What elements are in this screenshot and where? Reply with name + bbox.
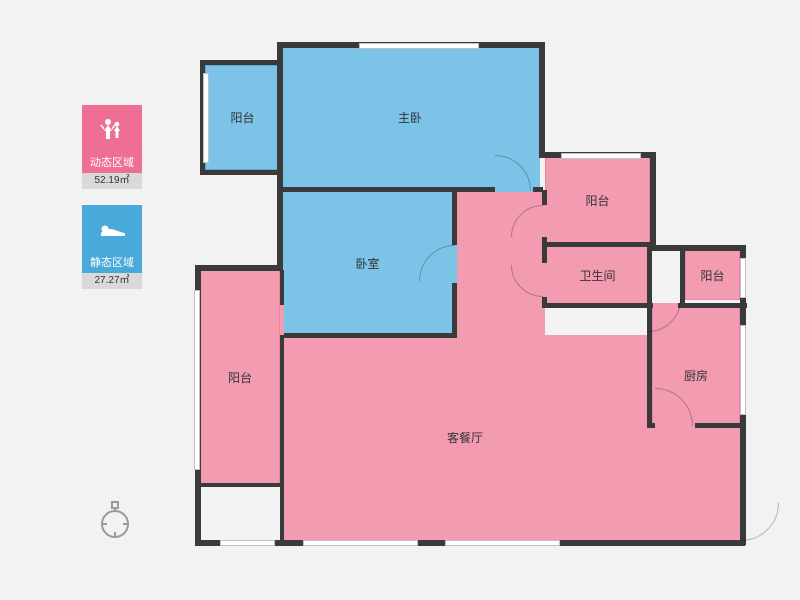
wall <box>650 245 745 251</box>
wall <box>195 265 283 271</box>
window <box>561 153 641 159</box>
wall <box>277 42 283 270</box>
window <box>303 540 418 546</box>
legend-static: 静态区域 27.27㎡ <box>82 205 142 289</box>
room-balcony-top-left: 阳台 <box>205 65 280 170</box>
room-balcony-left: 阳台 <box>200 270 280 485</box>
legend-dynamic-value: 52.19㎡ <box>82 173 142 189</box>
wall <box>200 170 282 175</box>
room-bathroom: 卫生间 <box>545 245 650 305</box>
room-label: 阳台 <box>228 369 252 386</box>
room-label: 客餐厅 <box>447 429 483 446</box>
window <box>194 290 200 470</box>
wall <box>680 245 685 305</box>
wall <box>198 483 283 487</box>
room-label: 厨房 <box>684 367 708 384</box>
room-living-right <box>650 425 742 540</box>
room-label: 主卧 <box>398 109 422 126</box>
people-icon <box>98 115 126 143</box>
room-label: 阳台 <box>700 267 724 284</box>
legend-dynamic-icon <box>82 105 142 153</box>
wall <box>542 303 747 308</box>
room-balcony-right-up: 阳台 <box>545 155 650 245</box>
wall <box>539 42 545 157</box>
wall <box>200 60 282 65</box>
window <box>445 540 560 546</box>
compass-icon <box>97 500 133 536</box>
wall <box>647 245 652 428</box>
room-balcony-far-right: 阳台 <box>685 250 740 300</box>
legend-static-icon <box>82 205 142 253</box>
room-label: 阳台 <box>585 192 609 209</box>
window <box>220 540 275 546</box>
legend-dynamic-label: 动态区域 <box>82 153 142 173</box>
wall <box>650 152 656 250</box>
window <box>359 43 479 49</box>
floor-plan: 阳台 主卧 卧室 阳台 卫生间 阳台 厨房 阳台 客餐厅 <box>195 45 750 560</box>
legend-dynamic: 动态区域 52.19㎡ <box>82 105 142 189</box>
door-gap <box>280 305 284 335</box>
legend-static-value: 27.27㎡ <box>82 273 142 289</box>
sleeping-icon <box>97 217 127 241</box>
wall <box>280 333 457 338</box>
window <box>740 325 746 415</box>
room-label: 阳台 <box>230 109 254 126</box>
window <box>740 258 746 298</box>
room-living-dining: 客餐厅 <box>280 335 650 540</box>
wall <box>542 242 654 247</box>
room-label: 卫生间 <box>579 267 615 284</box>
window <box>203 73 209 163</box>
legend-static-label: 静态区域 <box>82 253 142 273</box>
room-label: 卧室 <box>355 255 379 272</box>
